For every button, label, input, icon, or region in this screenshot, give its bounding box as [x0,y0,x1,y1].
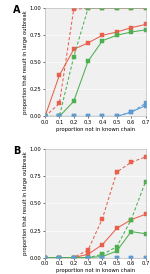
X-axis label: proportion not in known chain: proportion not in known chain [56,268,135,273]
Y-axis label: proportion that result in large outbreak: proportion that result in large outbreak [23,152,28,255]
Text: A: A [13,5,20,15]
X-axis label: proportion not in known chain: proportion not in known chain [56,127,135,132]
Text: B: B [13,146,20,156]
Y-axis label: proportion that result in large outbreak: proportion that result in large outbreak [23,10,28,114]
